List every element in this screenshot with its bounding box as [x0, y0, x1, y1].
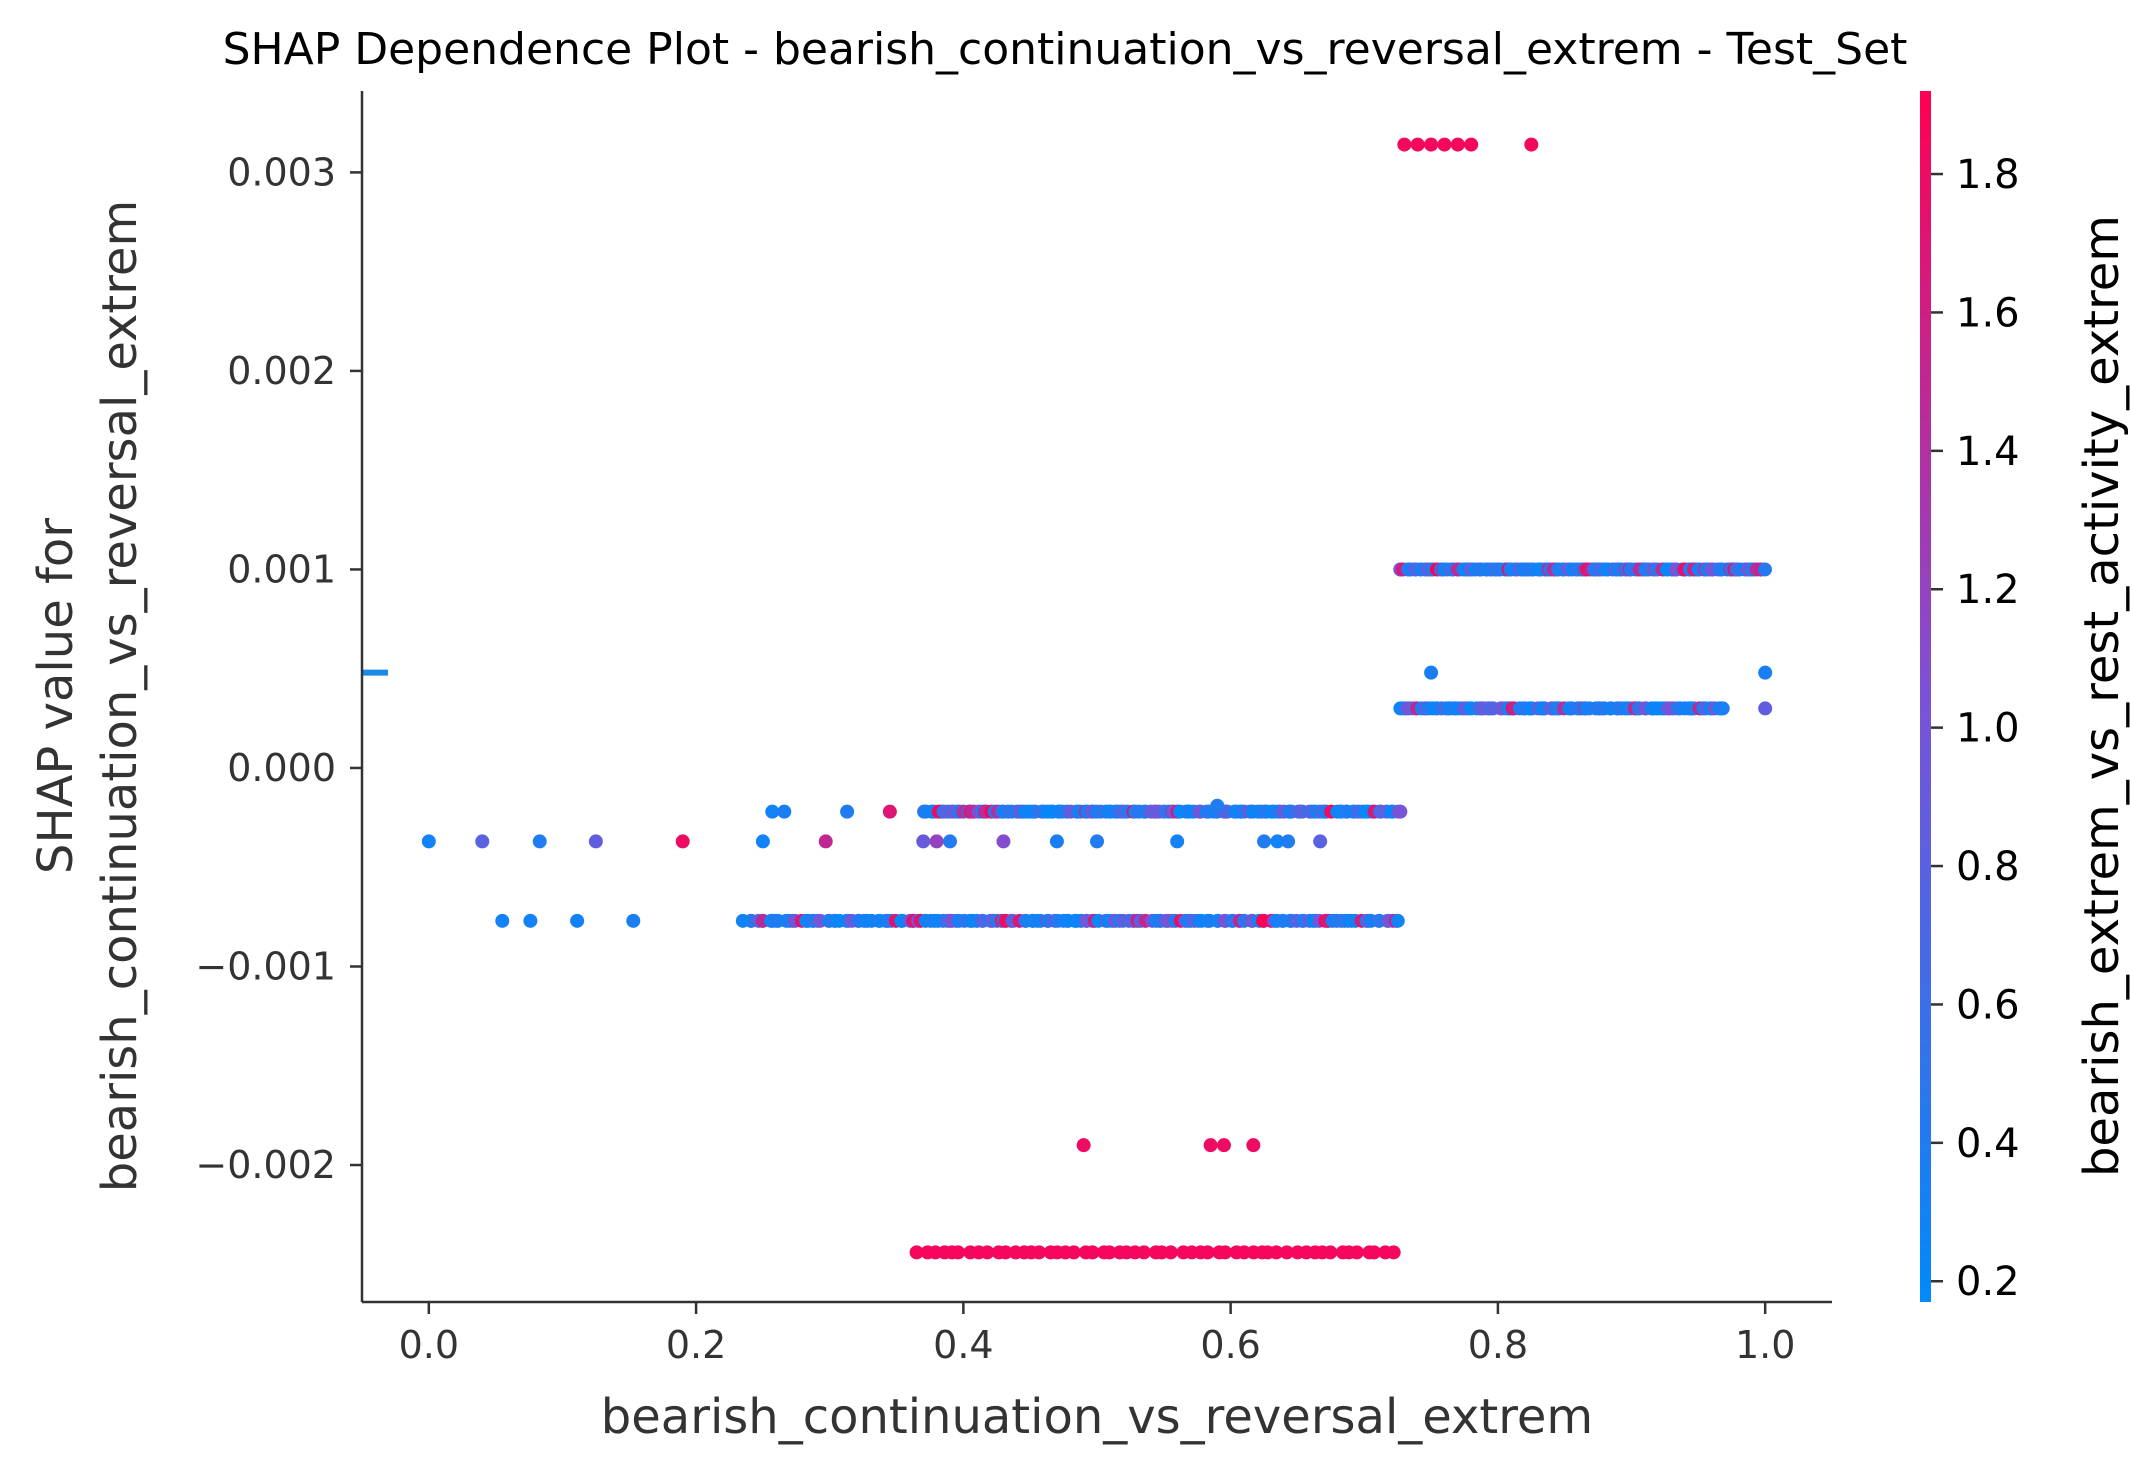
y-axis-label-line2: bearish_continuation_vs_reversal_extrem: [92, 200, 148, 1192]
x-tick-label: 0.6: [1200, 1323, 1260, 1367]
data-point: [1102, 1245, 1117, 1260]
data-point: [1410, 137, 1425, 152]
x-tick-label: 0.2: [666, 1323, 726, 1367]
data-point: [523, 913, 538, 928]
data-point: [1136, 1245, 1151, 1260]
y-tick-label: 0.002: [227, 349, 336, 393]
data-point: [1257, 834, 1272, 849]
data-point: [1367, 1245, 1382, 1260]
colorbar-tick-label: 1.2: [1956, 567, 2020, 613]
data-point: [1246, 1138, 1261, 1153]
y-tick-label: −0.002: [195, 1143, 336, 1187]
data-point: [765, 804, 780, 819]
data-point: [882, 804, 897, 819]
data-point: [1757, 562, 1772, 577]
data-point: [1203, 1138, 1218, 1153]
data-point: [626, 913, 641, 928]
colorbar-tick-label: 1.4: [1956, 429, 2020, 475]
data-point: [1269, 1245, 1284, 1260]
data-point: [1437, 137, 1452, 152]
data-point: [1200, 1245, 1215, 1260]
colorbar-tick-label: 0.4: [1956, 1121, 2020, 1167]
data-point: [1163, 1245, 1178, 1260]
data-point: [1279, 1245, 1294, 1260]
data-point: [1218, 1245, 1233, 1260]
x-tick-label: 0.0: [399, 1323, 459, 1367]
data-point: [1715, 701, 1730, 716]
data-point: [818, 834, 833, 849]
data-point: [1216, 1138, 1231, 1153]
data-point: [495, 913, 510, 928]
data-point: [1349, 1245, 1364, 1260]
y-tick-label: 0.000: [227, 746, 336, 790]
data-point: [475, 834, 490, 849]
data-point: [1085, 1245, 1100, 1260]
data-point: [735, 913, 750, 928]
chart-title: SHAP Dependence Plot - bearish_continuat…: [223, 24, 1908, 75]
data-point: [1323, 1245, 1338, 1260]
data-point: [1066, 1245, 1081, 1260]
data-point: [1090, 834, 1104, 849]
data-point: [1032, 1245, 1047, 1260]
data-point: [532, 834, 547, 849]
data-point: [943, 834, 957, 849]
colorbar-gradient: [1920, 91, 1931, 1302]
colorbar-tick-label: 0.6: [1956, 982, 2020, 1028]
data-point: [1170, 834, 1185, 849]
data-point: [1758, 665, 1773, 680]
colorbar-tick-label: 1.6: [1956, 290, 2020, 336]
x-tick-label: 1.0: [1735, 1323, 1795, 1367]
data-point: [421, 834, 436, 849]
data-point: [675, 834, 690, 849]
data-point: [1464, 137, 1479, 152]
plot-area: 0.0 0.2 0.4 0.6 0.8 1.0 −0.002 −0.001 0.000 0.00…: [195, 91, 1832, 1367]
y-tick-label: 0.001: [227, 547, 336, 591]
data-point: [777, 804, 792, 819]
x-tick-label: 0.4: [933, 1323, 993, 1367]
colorbar-tick-label: 0.8: [1956, 844, 2020, 890]
data-point: [1393, 804, 1408, 819]
data-point: [1281, 834, 1296, 849]
data-point: [588, 834, 603, 849]
y-axis-label-line1: SHAP value for: [28, 518, 84, 874]
colorbar: 0.2 0.4 0.6 0.8 1.0 1.2 1.4 1.6 1.8 bearish_extr…: [1920, 91, 2130, 1305]
data-point: [570, 913, 585, 928]
data-point: [1424, 665, 1439, 680]
data-point: [840, 804, 855, 819]
y-tick-label: 0.003: [227, 150, 336, 194]
data-point: [1049, 834, 1064, 849]
y-ticks: −0.002 −0.001 0.000 0.001 0.002 0.003: [195, 150, 362, 1187]
data-point: [1524, 137, 1539, 152]
data-point: [1424, 137, 1439, 152]
data-point: [1450, 137, 1465, 152]
data-point: [909, 1245, 924, 1260]
data-point: [916, 834, 931, 849]
colorbar-tick-label: 1.8: [1956, 152, 2020, 198]
data-point: [998, 1245, 1013, 1260]
scatter-points: [362, 137, 1773, 1260]
y-tick-label: −0.001: [195, 944, 336, 988]
data-point: [1390, 913, 1405, 928]
data-point: [996, 834, 1011, 849]
data-point: [1210, 798, 1225, 813]
colorbar-ticks: 0.2 0.4 0.6 0.8 1.0 1.2 1.4 1.6 1.8: [1931, 152, 2020, 1305]
data-point: [755, 834, 770, 849]
colorbar-tick-label: 1.0: [1956, 706, 2020, 752]
data-point: [1313, 834, 1328, 849]
data-point: [951, 1245, 966, 1260]
colorbar-label: bearish_extrem_vs_rest_activity_extrem: [2074, 215, 2130, 1177]
data-point: [1270, 834, 1285, 849]
data-point: [1397, 137, 1412, 152]
colorbar-tick-label: 0.2: [1956, 1259, 2020, 1305]
data-point: [1758, 701, 1773, 716]
x-tick-label: 0.8: [1468, 1323, 1528, 1367]
x-ticks: 0.0 0.2 0.4 0.6 0.8 1.0: [399, 1302, 1795, 1367]
data-point: [1076, 1138, 1091, 1153]
data-point: [929, 834, 944, 849]
data-point: [1386, 1245, 1401, 1260]
data-point: [980, 1245, 995, 1260]
x-axis-label: bearish_continuation_vs_reversal_extrem: [601, 1389, 1593, 1445]
